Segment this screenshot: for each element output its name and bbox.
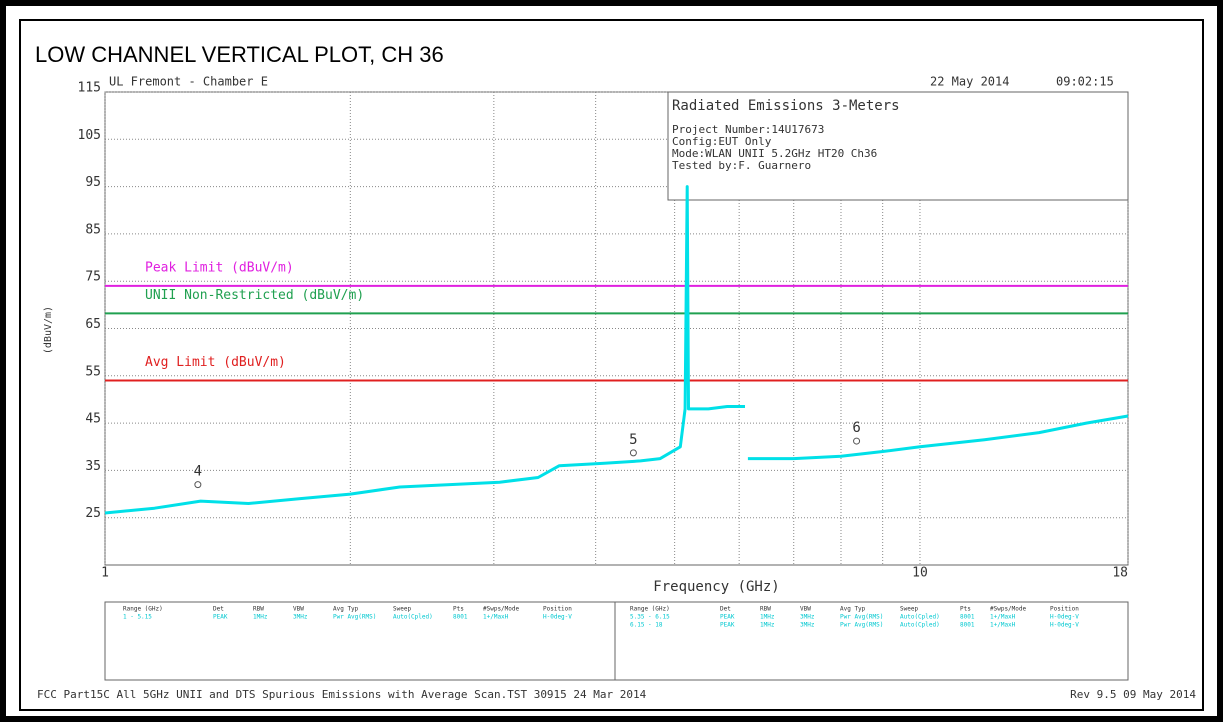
table-cell: PEAK (720, 614, 735, 621)
y-tick-label: 85 (85, 222, 101, 237)
marker (853, 437, 861, 445)
settings-table (104, 601, 1129, 681)
table-cell: 1+/MaxH (483, 614, 509, 621)
y-tick-label: 115 (78, 81, 101, 96)
x-tick-label: 10 (912, 566, 928, 581)
marker-label: 4 (194, 464, 202, 480)
table-cell: 3MHz (800, 614, 815, 621)
info-text: Tested by:F. Guarnero (672, 159, 811, 172)
table-header: Range (GHz) (630, 606, 670, 613)
marker-label: 5 (629, 432, 637, 448)
x-tick-label: 1 (101, 566, 109, 581)
y-tick-label: 45 (85, 412, 101, 427)
table-cell: Auto(Cpled) (393, 614, 433, 621)
header-left: UL Fremont - Chamber E (109, 75, 268, 89)
marker (194, 481, 202, 489)
table-header: VBW (800, 606, 811, 613)
x-axis-label: Frequency (GHz) (653, 579, 779, 595)
table-header: #Swps/Mode (990, 606, 1027, 613)
info-text: Config:EUT Only (672, 135, 772, 148)
info-text: Radiated Emissions 3-Meters (672, 98, 900, 114)
info-text: Project Number:14U17673 (672, 123, 824, 136)
table-cell: Pwr Avg(RMS) (840, 622, 883, 629)
table-header: Pts (453, 606, 464, 613)
table-cell: Auto(Cpled) (900, 614, 940, 621)
table-cell: 3MHz (293, 614, 308, 621)
table-header: Position (1050, 606, 1079, 613)
table-header: Position (543, 606, 572, 613)
table-cell: PEAK (720, 622, 735, 629)
marker-label: 6 (852, 420, 860, 436)
y-axis-label: (dBuV/m) (43, 306, 54, 354)
header-date: 22 May 2014 (930, 75, 1009, 89)
info-text: Mode:WLAN UNII 5.2GHz HT20 Ch36 (672, 147, 877, 160)
limit-label: Peak Limit (dBuV/m) (145, 260, 294, 275)
trace (104, 185, 1129, 515)
table-header: Avg Typ (333, 606, 359, 613)
table-cell: 6.15 - 18 (630, 622, 663, 629)
table-cell: PEAK (213, 614, 228, 621)
table-header: #Swps/Mode (483, 606, 520, 613)
table-cell: 1 - 5.15 (123, 614, 152, 621)
table-cell: Pwr Avg(RMS) (333, 614, 376, 621)
table-cell: 1MHz (760, 622, 775, 629)
table-cell: H-0deg-V (543, 614, 572, 621)
table-cell: 5.35 - 6.15 (630, 614, 670, 621)
info-box (667, 91, 1129, 201)
table-header: RBW (253, 606, 264, 613)
table-header: Det (213, 606, 224, 613)
table-cell: Pwr Avg(RMS) (840, 614, 883, 621)
marker (629, 449, 637, 457)
limit-label: UNII Non-Restricted (dBuV/m) (145, 288, 364, 303)
table-header: Range (GHz) (123, 606, 163, 613)
x-tick-label: 18 (1112, 566, 1128, 581)
y-tick-label: 75 (85, 270, 101, 285)
table-header: Sweep (900, 606, 918, 613)
y-tick-label: 35 (85, 459, 101, 474)
table-cell: 1MHz (253, 614, 268, 621)
header-time: 09:02:15 (1056, 75, 1114, 89)
y-tick-label: 25 (85, 506, 101, 521)
table-cell: 3MHz (800, 622, 815, 629)
inner-border (19, 19, 1204, 711)
footer-right: Rev 9.5 09 May 2014 (1070, 688, 1196, 701)
table-header: Sweep (393, 606, 411, 613)
table-cell: Auto(Cpled) (900, 622, 940, 629)
table-header: Det (720, 606, 731, 613)
y-tick-label: 55 (85, 364, 101, 379)
limit-label: Avg Limit (dBuV/m) (145, 355, 286, 370)
y-tick-label: 65 (85, 317, 101, 332)
table-cell: 1+/MaxH (990, 622, 1016, 629)
table-cell: H-0deg-V (1050, 614, 1079, 621)
table-header: RBW (760, 606, 771, 613)
y-tick-label: 95 (85, 175, 101, 190)
table-cell: 8001 (960, 622, 975, 629)
table-cell: 8001 (453, 614, 468, 621)
table-cell: 1MHz (760, 614, 775, 621)
table-header: Pts (960, 606, 971, 613)
table-cell: 8001 (960, 614, 975, 621)
chart-title: LOW CHANNEL VERTICAL PLOT, CH 36 (35, 42, 444, 67)
footer-left: FCC Part15C All 5GHz UNII and DTS Spurio… (37, 688, 647, 701)
table-header: VBW (293, 606, 304, 613)
table-cell: H-0deg-V (1050, 622, 1079, 629)
table-cell: 1+/MaxH (990, 614, 1016, 621)
table-header: Avg Typ (840, 606, 866, 613)
y-tick-label: 105 (78, 128, 101, 143)
